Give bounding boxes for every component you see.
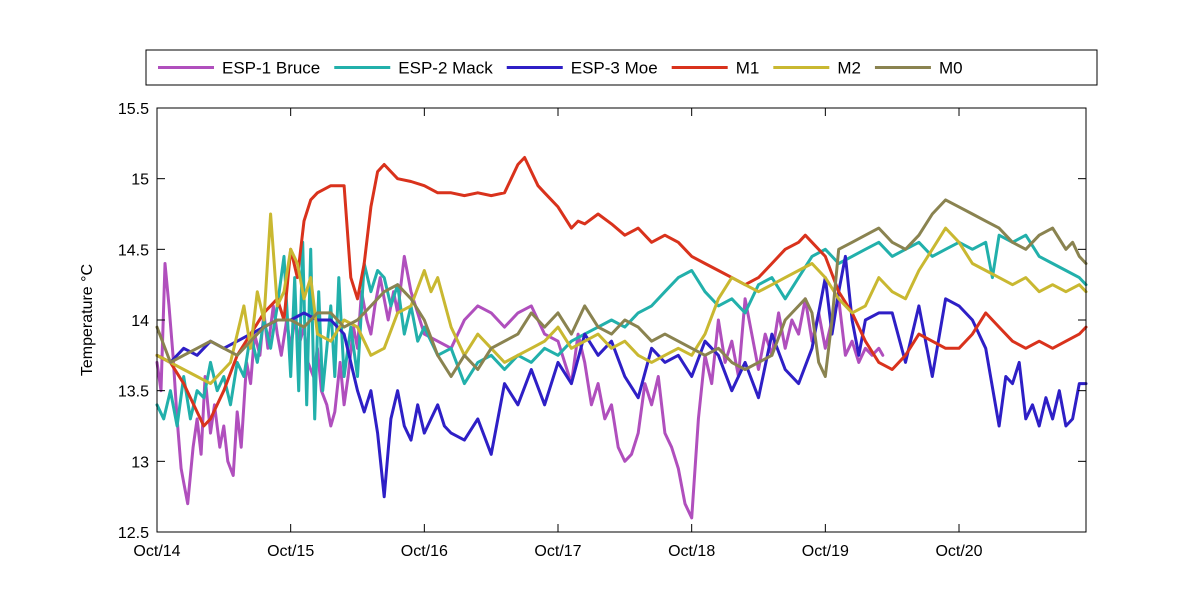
x-tick-label: Oct/16 — [401, 543, 448, 560]
legend-label-2: ESP-3 Moe — [571, 59, 658, 78]
series-layer — [157, 158, 1086, 518]
y-tick-label: 13.5 — [118, 384, 149, 401]
x-tick-label: Oct/14 — [133, 543, 180, 560]
y-tick-label: 12.5 — [118, 525, 149, 542]
x-tick-label: Oct/17 — [534, 543, 581, 560]
y-tick-label: 15.5 — [118, 101, 149, 118]
y-tick-label: 14.5 — [118, 242, 149, 259]
x-tick-label: Oct/18 — [668, 543, 715, 560]
legend-label-0: ESP-1 Bruce — [222, 59, 320, 78]
y-tick-label: 14 — [131, 313, 149, 330]
x-tick-label: Oct/15 — [267, 543, 314, 560]
x-tick-label: Oct/20 — [935, 543, 982, 560]
legend-label-1: ESP-2 Mack — [398, 59, 493, 78]
y-axis-label: Temperature °C — [79, 264, 96, 376]
y-tick-label: 13 — [131, 454, 149, 471]
legend-label-4: M2 — [837, 59, 861, 78]
legend-label-5: M0 — [939, 59, 963, 78]
legend: ESP-1 Bruce ESP-2 Mack ESP-3 Moe M1 M2 M0 — [146, 50, 1097, 85]
y-tick-label: 15 — [131, 172, 149, 189]
x-tick-label: Oct/19 — [802, 543, 849, 560]
temperature-line-chart: ESP-1 Bruce ESP-2 Mack ESP-3 Moe M1 M2 M0 12.… — [0, 0, 1200, 600]
legend-label-3: M1 — [736, 59, 760, 78]
